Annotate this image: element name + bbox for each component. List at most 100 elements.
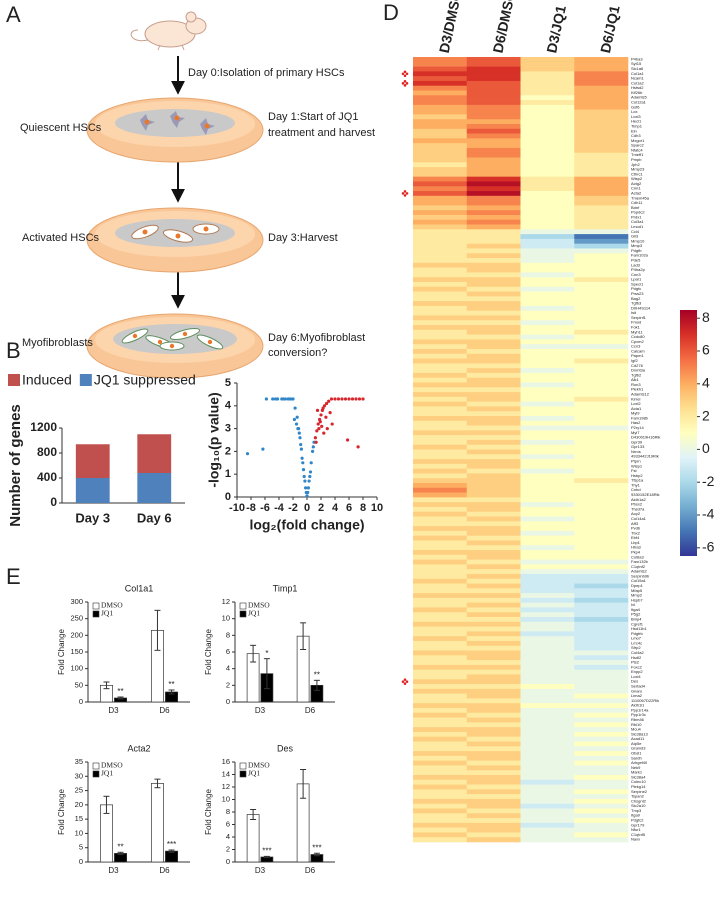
heatmap-cell — [520, 669, 575, 675]
row-label: Acp2 — [631, 511, 641, 516]
heatmap-cell — [413, 540, 468, 546]
heatmap-cell — [413, 487, 468, 493]
point — [328, 411, 332, 415]
row-label: Gramd3 — [631, 746, 646, 751]
heatmap-cell — [574, 526, 629, 532]
heatmap-cell — [520, 95, 575, 101]
heatmap-cell — [466, 832, 521, 838]
heatmap-cell — [520, 253, 575, 259]
heatmap-cell — [520, 774, 575, 781]
colorbar-tick-label: 4 — [702, 375, 710, 391]
heatmap-cell — [520, 119, 575, 125]
heatmap-cell — [413, 214, 468, 221]
heatmap-cell — [520, 128, 575, 134]
heatmap-cell — [574, 76, 629, 82]
heatmap-cell — [466, 205, 521, 211]
heatmap-cell — [413, 597, 468, 603]
y-tick-label: 12 — [222, 597, 230, 606]
row-label: Mark1 — [631, 770, 643, 775]
heatmap-cell — [466, 61, 521, 67]
heatmap-cell — [466, 439, 521, 446]
heatmap-cell — [413, 368, 468, 374]
row-label: Wisp1 — [631, 463, 643, 468]
heatmap-cell — [574, 511, 629, 517]
point — [299, 442, 303, 447]
x-tick-label: D6 — [159, 866, 170, 875]
point — [295, 415, 299, 419]
heatmap-cell — [413, 119, 468, 125]
y-tick-label: 30 — [75, 771, 83, 780]
heatmap-cell — [520, 358, 575, 364]
heatmap-cell — [574, 454, 629, 460]
column-label: D6/JQ1 — [597, 4, 623, 55]
heatmap-cell — [520, 291, 575, 297]
row-label: Col1a2 — [631, 80, 644, 85]
row-label: Pdgfb — [631, 248, 642, 253]
row-label: Slc38a13 — [631, 731, 648, 736]
row-label: Lpar1 — [631, 277, 642, 282]
row-label: Acta1 — [631, 406, 642, 411]
heatmap-cell — [574, 147, 629, 154]
row-label: Jph2 — [631, 162, 640, 167]
row-label: Mmp3 — [631, 243, 643, 248]
heatmap-cell — [574, 411, 629, 417]
heatmap-cell — [520, 502, 575, 508]
heatmap-cell — [574, 645, 629, 651]
heatmap-cell — [466, 339, 521, 345]
stage-text: Myofibroblasts — [22, 337, 93, 349]
point — [327, 399, 331, 403]
y-tick-label: 4 — [225, 400, 232, 412]
heatmap-cell — [466, 655, 521, 661]
heatmap-cell — [574, 794, 629, 800]
point — [333, 397, 337, 401]
heatmap-cell — [574, 296, 629, 302]
point — [354, 397, 358, 401]
heatmap-cell — [413, 827, 468, 833]
heatmap-cell — [466, 167, 521, 173]
significance: ** — [314, 670, 320, 679]
heatmap-cell — [574, 214, 629, 221]
heatmap-cell — [413, 693, 468, 699]
heatmap-cell — [520, 813, 575, 819]
row-label: Pts2 — [631, 660, 640, 665]
heatmap-cell — [520, 277, 575, 283]
row-label: Speci1 — [631, 281, 644, 286]
row-label: Alk1 — [631, 377, 640, 382]
row-label: Ccdc80 — [631, 334, 645, 339]
heatmap-cell — [466, 411, 521, 417]
heatmap-cell — [413, 396, 468, 402]
row-label: Adamts2 — [631, 569, 648, 574]
heatmap-cell — [520, 143, 575, 149]
point — [343, 397, 348, 401]
row-label: Aldh1a2 — [631, 497, 646, 502]
heatmap-cell — [574, 368, 629, 374]
row-label: Acad11 — [631, 736, 645, 741]
heatmap-cell — [413, 698, 468, 704]
point — [299, 447, 303, 451]
error-bar — [250, 809, 257, 820]
heatmap-cell — [520, 506, 575, 513]
heatmap-cell — [466, 104, 521, 110]
heatmap-cell — [413, 731, 468, 737]
y-tick-label: 0 — [50, 495, 57, 509]
heatmap-cell — [466, 248, 521, 254]
heatmap-cell — [574, 784, 629, 790]
point — [273, 397, 278, 401]
heatmap-cell — [520, 454, 575, 460]
heatmap-cell — [574, 822, 629, 828]
heatmap-cell — [520, 195, 575, 201]
heatmap-cell — [413, 267, 468, 273]
heatmap-cell — [520, 612, 575, 618]
heatmap-cell — [520, 789, 575, 795]
x-axis-label: log₂(fold change) — [249, 517, 364, 533]
heatmap-cell — [520, 621, 575, 627]
heatmap-cell — [413, 727, 468, 733]
stage-text: Quiescent HSCs — [20, 122, 102, 134]
heatmap-cell — [574, 100, 629, 106]
row-label: Tgfb2 — [631, 372, 642, 377]
heatmap-cell — [413, 262, 468, 268]
heatmap-cell — [413, 430, 468, 436]
heatmap-cell — [520, 727, 575, 733]
heatmap-cell — [466, 588, 521, 594]
row-label: 4933442J19Rik — [631, 454, 659, 459]
